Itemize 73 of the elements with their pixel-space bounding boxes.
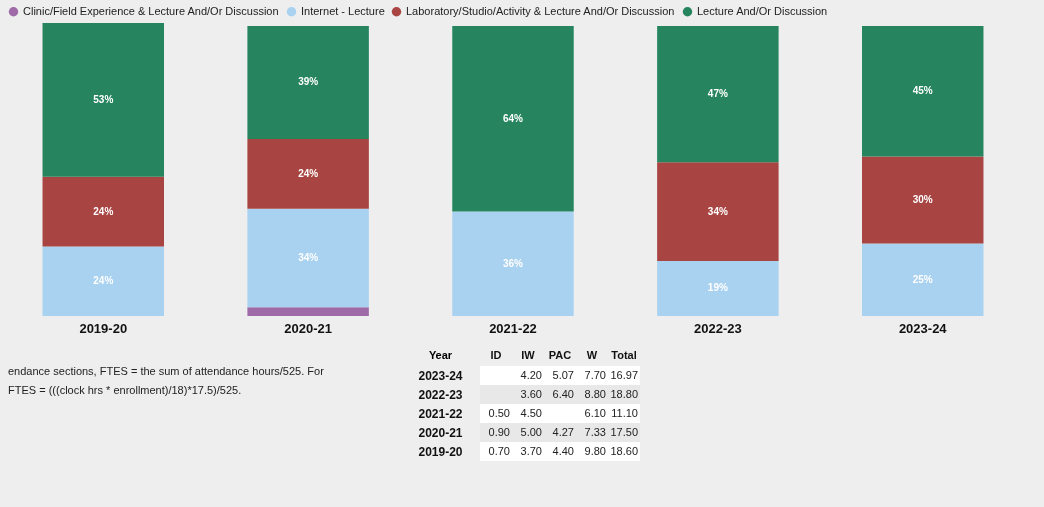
x-tick-label: W bbox=[586, 348, 598, 361]
x-tick-label: Total bbox=[611, 348, 637, 361]
bar bbox=[42, 246, 164, 316]
data-label: 53% bbox=[93, 93, 114, 105]
x-tick-label: 2023-24 bbox=[898, 320, 948, 336]
data-label: 64% bbox=[502, 112, 524, 124]
data-label: 47% bbox=[707, 88, 728, 100]
bar bbox=[452, 25, 574, 212]
data-label: 0.70 bbox=[488, 444, 510, 457]
data-label: 36% bbox=[502, 257, 524, 269]
data-label: 6.10 bbox=[584, 406, 606, 419]
legend-label: Clinic/Field Experience & Lecture And/Or Discussion bbox=[23, 4, 279, 17]
data-label: 7.70 bbox=[584, 368, 606, 381]
y-tick-label: 2021-22 bbox=[418, 406, 463, 421]
data-label: 7.33 bbox=[584, 425, 606, 438]
data-label: 45% bbox=[912, 85, 933, 97]
data-label: 25% bbox=[912, 273, 933, 285]
bar bbox=[247, 139, 369, 209]
bar bbox=[862, 156, 984, 244]
data-label: 16.97 bbox=[610, 368, 638, 381]
bar bbox=[452, 211, 574, 316]
data-label: 24% bbox=[93, 275, 114, 287]
y-tick-label: 2022-23 bbox=[418, 387, 463, 402]
data-label: 5.07 bbox=[552, 368, 574, 381]
data-label: 11.10 bbox=[611, 406, 638, 419]
data-label: 0.50 bbox=[488, 406, 510, 419]
data-label: 9.80 bbox=[584, 444, 606, 457]
data-label: 8.80 bbox=[584, 387, 606, 400]
data-label: 3.70 bbox=[520, 444, 542, 457]
data-label: 3.60 bbox=[520, 387, 542, 400]
bar bbox=[42, 176, 164, 247]
y-tick-label: 2019-20 bbox=[418, 444, 463, 459]
bar bbox=[247, 25, 369, 140]
data-label: 24% bbox=[298, 167, 319, 179]
x-tick-label: ID bbox=[490, 348, 502, 361]
x-tick-label: 2021-22 bbox=[489, 320, 537, 336]
data-label: 5.00 bbox=[520, 425, 542, 438]
bar bbox=[247, 307, 369, 316]
legend-label: Internet - Lecture bbox=[301, 4, 385, 17]
y-tick-label: 2023-24 bbox=[418, 368, 463, 383]
text: endance sections, FTES = the sum of attendance hours/525. For bbox=[8, 365, 325, 377]
legend-label: Lecture And/Or Discussion bbox=[697, 4, 828, 17]
data-label: 34% bbox=[707, 205, 728, 217]
bar bbox=[862, 25, 984, 157]
data-label: 18.80 bbox=[610, 387, 638, 400]
bar bbox=[657, 25, 779, 163]
bar bbox=[657, 260, 779, 316]
data-label: 0.90 bbox=[488, 425, 510, 438]
data-label: 4.50 bbox=[520, 406, 542, 419]
data-label: 39% bbox=[298, 76, 319, 88]
data-label: 6.40 bbox=[552, 387, 574, 400]
bar bbox=[657, 162, 779, 261]
x-tick-label: 2019-20 bbox=[79, 320, 128, 336]
data-label: 34% bbox=[298, 251, 319, 263]
data-label: 4.27 bbox=[552, 425, 574, 438]
data-label: 30% bbox=[912, 193, 933, 205]
bar bbox=[862, 243, 984, 316]
data-label: 24% bbox=[93, 205, 114, 217]
text: FTES = (((clock hrs * enrollment)/18)*17.5)/525. bbox=[8, 383, 242, 396]
bar bbox=[42, 23, 164, 177]
data-label: 17.50 bbox=[610, 425, 638, 438]
legend-label: Laboratory/Studio/Activity & Lecture And/Or Discussion bbox=[406, 4, 675, 17]
data-label: 4.20 bbox=[520, 368, 542, 381]
y-tick-label: 2020-21 bbox=[418, 425, 463, 440]
data-label: 4.40 bbox=[552, 444, 574, 457]
data-label: 18.60 bbox=[610, 444, 638, 457]
x-tick-label: 2020-21 bbox=[284, 320, 332, 336]
y-axis-title: Year bbox=[428, 348, 453, 361]
x-tick-label: PAC bbox=[548, 348, 572, 361]
x-tick-label: IW bbox=[521, 348, 536, 361]
bar bbox=[247, 208, 369, 308]
x-tick-label: 2022-23 bbox=[694, 320, 742, 336]
data-label: 19% bbox=[707, 282, 728, 294]
